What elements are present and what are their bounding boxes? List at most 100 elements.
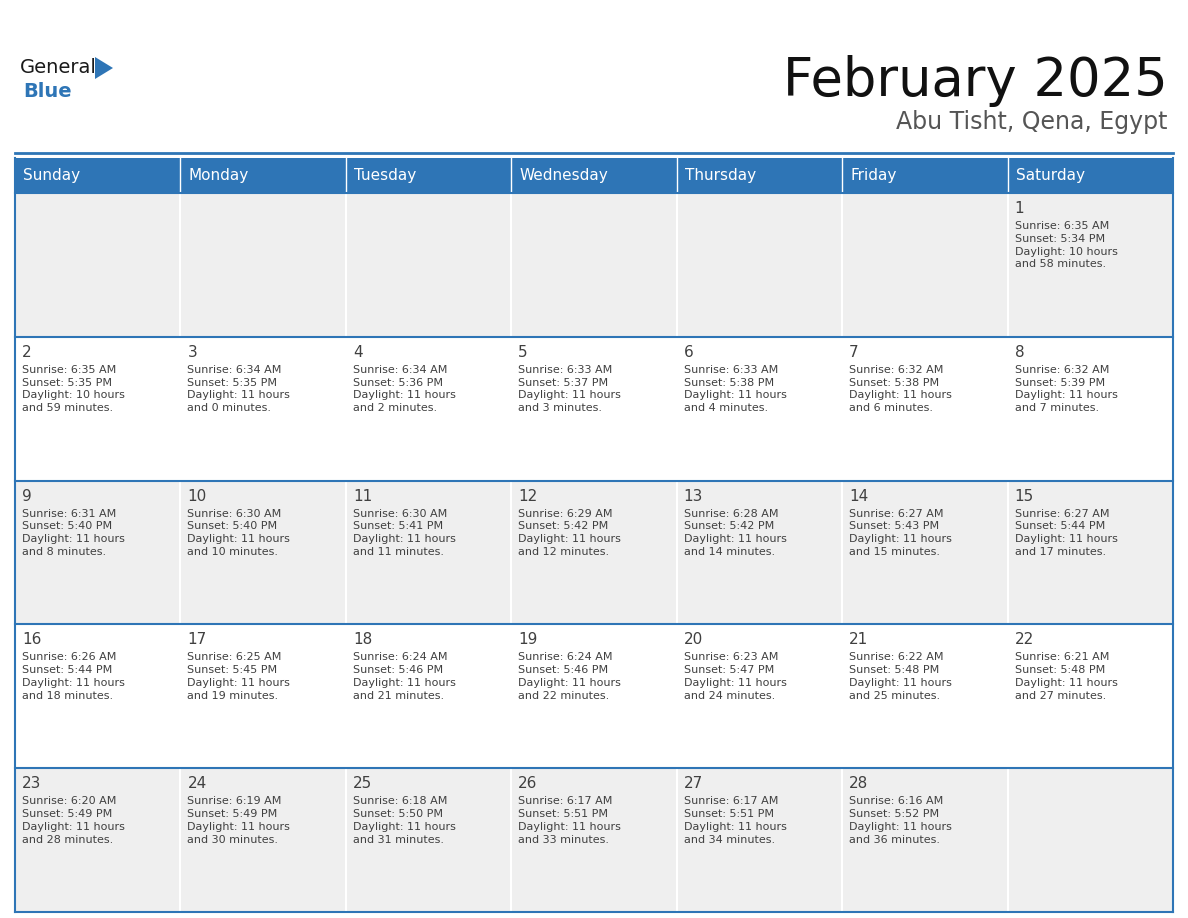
Text: 9: 9 xyxy=(23,488,32,504)
Text: Abu Tisht, Qena, Egypt: Abu Tisht, Qena, Egypt xyxy=(897,110,1168,134)
Bar xyxy=(181,193,346,337)
Text: Sunrise: 6:24 AM
Sunset: 5:46 PM
Daylight: 11 hours
and 22 minutes.: Sunrise: 6:24 AM Sunset: 5:46 PM Dayligh… xyxy=(518,653,621,700)
Bar xyxy=(346,768,511,912)
Text: Sunrise: 6:21 AM
Sunset: 5:48 PM
Daylight: 11 hours
and 27 minutes.: Sunrise: 6:21 AM Sunset: 5:48 PM Dayligh… xyxy=(1015,653,1118,700)
Text: 20: 20 xyxy=(684,633,703,647)
Bar xyxy=(181,158,346,193)
Bar xyxy=(677,158,842,193)
Bar xyxy=(1007,337,1173,481)
Text: Sunrise: 6:27 AM
Sunset: 5:43 PM
Daylight: 11 hours
and 15 minutes.: Sunrise: 6:27 AM Sunset: 5:43 PM Dayligh… xyxy=(849,509,952,557)
Text: Sunrise: 6:23 AM
Sunset: 5:47 PM
Daylight: 11 hours
and 24 minutes.: Sunrise: 6:23 AM Sunset: 5:47 PM Dayligh… xyxy=(684,653,786,700)
Text: Wednesday: Wednesday xyxy=(519,168,608,183)
Text: 3: 3 xyxy=(188,345,197,360)
Text: Sunrise: 6:33 AM
Sunset: 5:38 PM
Daylight: 11 hours
and 4 minutes.: Sunrise: 6:33 AM Sunset: 5:38 PM Dayligh… xyxy=(684,364,786,413)
Bar xyxy=(1007,481,1173,624)
Text: Sunrise: 6:33 AM
Sunset: 5:37 PM
Daylight: 11 hours
and 3 minutes.: Sunrise: 6:33 AM Sunset: 5:37 PM Dayligh… xyxy=(518,364,621,413)
Bar xyxy=(842,193,1007,337)
Bar xyxy=(15,158,181,193)
Bar xyxy=(511,768,677,912)
Polygon shape xyxy=(95,57,113,79)
Text: Sunrise: 6:32 AM
Sunset: 5:38 PM
Daylight: 11 hours
and 6 minutes.: Sunrise: 6:32 AM Sunset: 5:38 PM Dayligh… xyxy=(849,364,952,413)
Text: 16: 16 xyxy=(23,633,42,647)
Text: Sunrise: 6:34 AM
Sunset: 5:35 PM
Daylight: 11 hours
and 0 minutes.: Sunrise: 6:34 AM Sunset: 5:35 PM Dayligh… xyxy=(188,364,290,413)
Bar xyxy=(346,158,511,193)
Text: 26: 26 xyxy=(518,777,538,791)
Bar xyxy=(15,481,181,624)
Text: Sunrise: 6:30 AM
Sunset: 5:40 PM
Daylight: 11 hours
and 10 minutes.: Sunrise: 6:30 AM Sunset: 5:40 PM Dayligh… xyxy=(188,509,290,557)
Text: Tuesday: Tuesday xyxy=(354,168,416,183)
Text: Monday: Monday xyxy=(189,168,248,183)
Text: 1: 1 xyxy=(1015,201,1024,216)
Bar xyxy=(511,624,677,768)
Bar xyxy=(842,337,1007,481)
Bar xyxy=(842,158,1007,193)
Text: Thursday: Thursday xyxy=(684,168,756,183)
Bar xyxy=(346,481,511,624)
Bar xyxy=(181,337,346,481)
Text: 24: 24 xyxy=(188,777,207,791)
Text: Sunrise: 6:34 AM
Sunset: 5:36 PM
Daylight: 11 hours
and 2 minutes.: Sunrise: 6:34 AM Sunset: 5:36 PM Dayligh… xyxy=(353,364,456,413)
Text: February 2025: February 2025 xyxy=(783,55,1168,107)
Text: 10: 10 xyxy=(188,488,207,504)
Bar xyxy=(677,768,842,912)
Bar xyxy=(15,768,181,912)
Bar xyxy=(511,158,677,193)
Bar xyxy=(346,624,511,768)
Text: 25: 25 xyxy=(353,777,372,791)
Bar xyxy=(346,337,511,481)
Text: 11: 11 xyxy=(353,488,372,504)
Text: 8: 8 xyxy=(1015,345,1024,360)
Text: Sunrise: 6:35 AM
Sunset: 5:35 PM
Daylight: 10 hours
and 59 minutes.: Sunrise: 6:35 AM Sunset: 5:35 PM Dayligh… xyxy=(23,364,125,413)
Bar xyxy=(1007,158,1173,193)
Text: Sunday: Sunday xyxy=(23,168,80,183)
Bar xyxy=(181,768,346,912)
Text: Sunrise: 6:30 AM
Sunset: 5:41 PM
Daylight: 11 hours
and 11 minutes.: Sunrise: 6:30 AM Sunset: 5:41 PM Dayligh… xyxy=(353,509,456,557)
Bar xyxy=(842,624,1007,768)
Text: 17: 17 xyxy=(188,633,207,647)
Bar xyxy=(346,193,511,337)
Text: Sunrise: 6:17 AM
Sunset: 5:51 PM
Daylight: 11 hours
and 34 minutes.: Sunrise: 6:17 AM Sunset: 5:51 PM Dayligh… xyxy=(684,796,786,845)
Text: Blue: Blue xyxy=(23,82,71,101)
Text: Sunrise: 6:17 AM
Sunset: 5:51 PM
Daylight: 11 hours
and 33 minutes.: Sunrise: 6:17 AM Sunset: 5:51 PM Dayligh… xyxy=(518,796,621,845)
Bar xyxy=(1007,193,1173,337)
Text: 18: 18 xyxy=(353,633,372,647)
Text: Sunrise: 6:28 AM
Sunset: 5:42 PM
Daylight: 11 hours
and 14 minutes.: Sunrise: 6:28 AM Sunset: 5:42 PM Dayligh… xyxy=(684,509,786,557)
Text: 23: 23 xyxy=(23,777,42,791)
Text: Saturday: Saturday xyxy=(1016,168,1085,183)
Bar xyxy=(511,481,677,624)
Text: Sunrise: 6:20 AM
Sunset: 5:49 PM
Daylight: 11 hours
and 28 minutes.: Sunrise: 6:20 AM Sunset: 5:49 PM Dayligh… xyxy=(23,796,125,845)
Text: Friday: Friday xyxy=(851,168,897,183)
Text: Sunrise: 6:27 AM
Sunset: 5:44 PM
Daylight: 11 hours
and 17 minutes.: Sunrise: 6:27 AM Sunset: 5:44 PM Dayligh… xyxy=(1015,509,1118,557)
Bar xyxy=(842,481,1007,624)
Text: Sunrise: 6:25 AM
Sunset: 5:45 PM
Daylight: 11 hours
and 19 minutes.: Sunrise: 6:25 AM Sunset: 5:45 PM Dayligh… xyxy=(188,653,290,700)
Text: 15: 15 xyxy=(1015,488,1034,504)
Text: 19: 19 xyxy=(518,633,538,647)
Text: 14: 14 xyxy=(849,488,868,504)
Text: Sunrise: 6:22 AM
Sunset: 5:48 PM
Daylight: 11 hours
and 25 minutes.: Sunrise: 6:22 AM Sunset: 5:48 PM Dayligh… xyxy=(849,653,952,700)
Text: 28: 28 xyxy=(849,777,868,791)
Bar xyxy=(677,481,842,624)
Text: Sunrise: 6:26 AM
Sunset: 5:44 PM
Daylight: 11 hours
and 18 minutes.: Sunrise: 6:26 AM Sunset: 5:44 PM Dayligh… xyxy=(23,653,125,700)
Bar xyxy=(677,193,842,337)
Bar xyxy=(842,768,1007,912)
Text: 27: 27 xyxy=(684,777,703,791)
Bar xyxy=(511,193,677,337)
Text: Sunrise: 6:32 AM
Sunset: 5:39 PM
Daylight: 11 hours
and 7 minutes.: Sunrise: 6:32 AM Sunset: 5:39 PM Dayligh… xyxy=(1015,364,1118,413)
Text: 2: 2 xyxy=(23,345,32,360)
Text: Sunrise: 6:24 AM
Sunset: 5:46 PM
Daylight: 11 hours
and 21 minutes.: Sunrise: 6:24 AM Sunset: 5:46 PM Dayligh… xyxy=(353,653,456,700)
Bar xyxy=(677,337,842,481)
Bar xyxy=(1007,768,1173,912)
Text: Sunrise: 6:19 AM
Sunset: 5:49 PM
Daylight: 11 hours
and 30 minutes.: Sunrise: 6:19 AM Sunset: 5:49 PM Dayligh… xyxy=(188,796,290,845)
Text: 4: 4 xyxy=(353,345,362,360)
Text: 21: 21 xyxy=(849,633,868,647)
Text: 12: 12 xyxy=(518,488,537,504)
Bar xyxy=(511,337,677,481)
Bar xyxy=(1007,624,1173,768)
Bar xyxy=(181,624,346,768)
Text: Sunrise: 6:16 AM
Sunset: 5:52 PM
Daylight: 11 hours
and 36 minutes.: Sunrise: 6:16 AM Sunset: 5:52 PM Dayligh… xyxy=(849,796,952,845)
Text: 6: 6 xyxy=(684,345,694,360)
Text: Sunrise: 6:29 AM
Sunset: 5:42 PM
Daylight: 11 hours
and 12 minutes.: Sunrise: 6:29 AM Sunset: 5:42 PM Dayligh… xyxy=(518,509,621,557)
Text: 5: 5 xyxy=(518,345,527,360)
Bar xyxy=(15,193,181,337)
Bar xyxy=(15,624,181,768)
